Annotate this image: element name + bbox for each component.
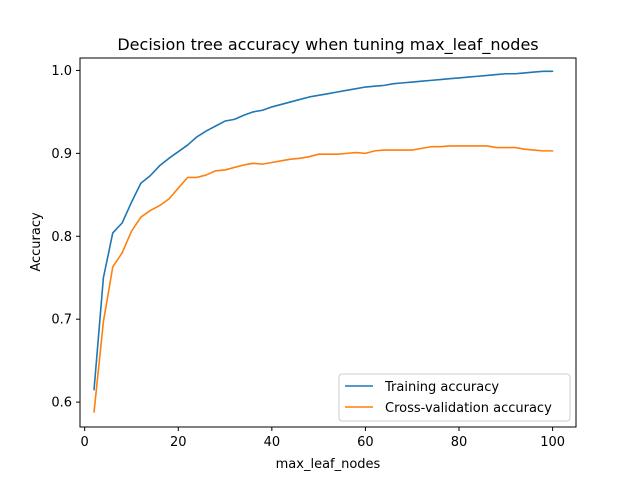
- y-tick-label: 1.0: [51, 64, 72, 79]
- x-tick-label: 20: [170, 435, 187, 450]
- x-tick-label: 100: [540, 435, 565, 450]
- x-axis: 0 20 40 60 80 100: [81, 427, 565, 450]
- x-axis-label: max_leaf_nodes: [276, 457, 381, 472]
- x-tick-label: 0: [81, 435, 89, 450]
- legend: Training accuracy Cross-validation accur…: [338, 373, 571, 422]
- chart-title: Decision tree accuracy when tuning max_l…: [117, 35, 538, 55]
- x-tick-label: 80: [451, 435, 468, 450]
- legend-label-training: Training accuracy: [384, 380, 499, 395]
- y-axis-label: Accuracy: [29, 212, 44, 272]
- legend-box: [338, 373, 571, 422]
- y-tick-label: 0.9: [51, 147, 72, 162]
- y-tick-label: 0.6: [51, 396, 72, 411]
- series-lines: [93, 70, 554, 413]
- y-axis: 0.6 0.7 0.8 0.9 1.0: [51, 64, 80, 411]
- x-tick-label: 40: [264, 435, 281, 450]
- y-tick-label: 0.7: [51, 313, 72, 328]
- plot-area-frame: [79, 57, 577, 428]
- legend-label-cross-validation: Cross-validation accuracy: [385, 401, 552, 416]
- training-accuracy-line: [93, 70, 554, 391]
- y-tick-label: 0.8: [51, 230, 72, 245]
- cross-validation-accuracy-line: [93, 145, 554, 413]
- x-tick-label: 60: [357, 435, 374, 450]
